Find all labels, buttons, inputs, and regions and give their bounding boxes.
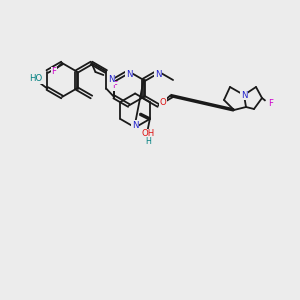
Text: N: N: [155, 70, 162, 79]
Text: O: O: [160, 98, 167, 107]
Text: F: F: [112, 82, 117, 91]
Text: N: N: [126, 70, 132, 79]
Text: N: N: [108, 76, 114, 85]
Text: N: N: [132, 121, 138, 130]
Text: H: H: [145, 136, 151, 146]
Text: N: N: [241, 91, 247, 100]
Text: F: F: [268, 98, 274, 107]
Text: HO: HO: [29, 74, 42, 83]
Text: OH: OH: [141, 130, 154, 139]
Text: F: F: [52, 68, 56, 76]
